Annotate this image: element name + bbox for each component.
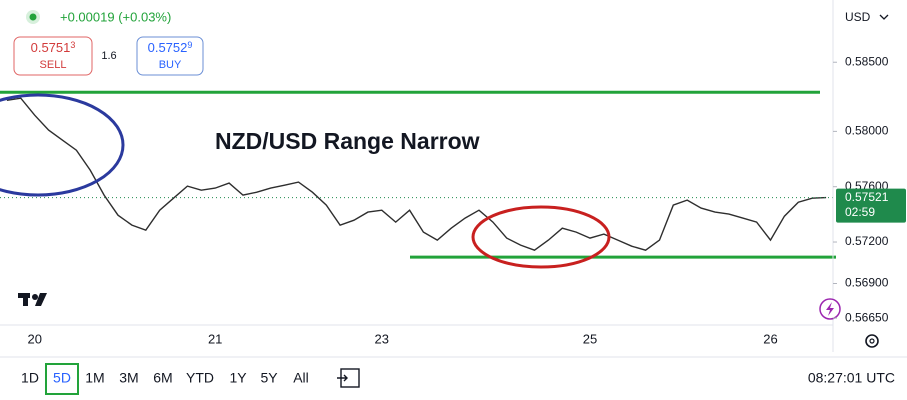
blue-ellipse <box>0 93 125 197</box>
chart-title: NZD/USD Range Narrow <box>215 128 480 154</box>
spread: 1.6 <box>101 50 116 62</box>
settings-icon-center <box>869 338 875 344</box>
range-button[interactable]: 1M <box>85 370 104 386</box>
sell-label[interactable]: SELL <box>40 59 67 71</box>
range-button[interactable]: 1Y <box>229 370 247 386</box>
range-button[interactable]: 3M <box>119 370 138 386</box>
y-tick-label: 0.56900 <box>845 276 889 290</box>
sell-price[interactable]: 0.57513 <box>31 40 76 55</box>
last-price-label: 0.57521 <box>845 190 889 204</box>
buy-button[interactable] <box>136 36 204 76</box>
plot-area <box>0 90 836 259</box>
red-ellipse <box>471 205 611 269</box>
countdown-label: 02:59 <box>845 205 875 219</box>
range-toolbar: 1D 5D 1M 3M 6M YTD 1Y 5Y All <box>21 363 309 395</box>
buy-label[interactable]: BUY <box>159 59 182 71</box>
clock: 08:27:01 UTC <box>808 370 895 386</box>
selected-range <box>45 363 79 395</box>
buy-price[interactable]: 0.57529 <box>148 40 193 55</box>
price-change: +0.00019 (+0.03%) <box>60 9 171 24</box>
range-button[interactable]: All <box>293 370 309 386</box>
status-dot <box>29 13 37 21</box>
range-button[interactable]: YTD <box>186 370 214 386</box>
compare-icon[interactable] <box>337 368 360 388</box>
chevron-icon <box>879 14 889 20</box>
y-tick-label: 0.57200 <box>845 234 889 248</box>
last-price-box <box>836 188 906 223</box>
x-tick-label: 25 <box>583 331 597 346</box>
settings-icon[interactable] <box>865 334 879 348</box>
y-tick-label: 0.58500 <box>845 54 889 68</box>
price-line <box>6 97 827 251</box>
buy-price-small: 9 <box>187 40 192 50</box>
range-button[interactable]: 6M <box>153 370 172 386</box>
buy-price-main: 0.5752 <box>148 40 188 55</box>
sell-button[interactable] <box>13 36 93 76</box>
y-tick-label: 0.56650 <box>845 310 889 324</box>
currency-selector[interactable]: USD <box>845 10 871 24</box>
tv-logo <box>18 293 47 306</box>
range-button[interactable]: 5D <box>53 370 71 386</box>
x-tick-label: 23 <box>375 331 389 346</box>
y-tick-label: 0.58000 <box>845 124 889 138</box>
range-button[interactable]: 1D <box>21 370 39 386</box>
range-button[interactable]: 5Y <box>260 370 278 386</box>
sell-price-main: 0.5751 <box>31 40 71 55</box>
x-tick-label: 20 <box>27 331 41 346</box>
lightning-glyph <box>826 302 834 316</box>
sell-price-small: 3 <box>70 40 75 50</box>
x-tick-label: 26 <box>763 331 777 346</box>
x-tick-label: 21 <box>208 331 222 346</box>
